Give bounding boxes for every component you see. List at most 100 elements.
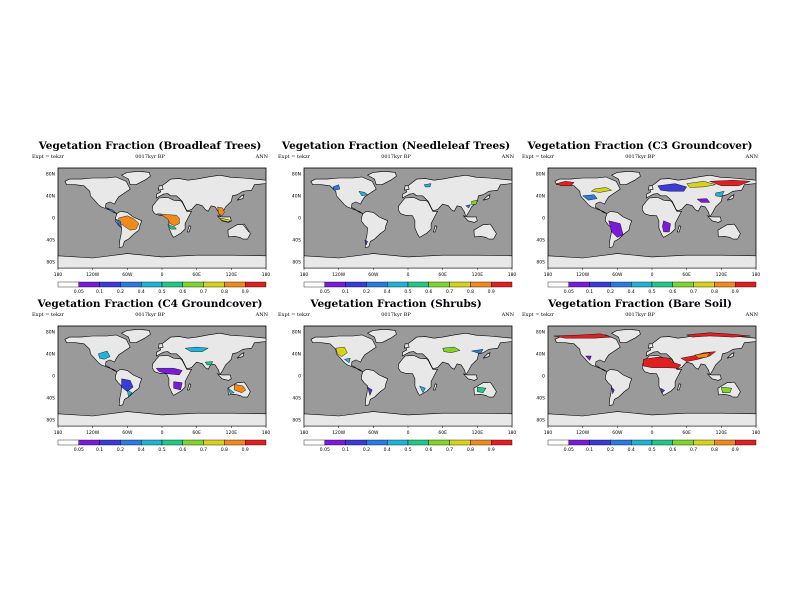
colorbar-swatch	[407, 281, 429, 288]
colorbar-tick-label: 0.9	[242, 447, 249, 453]
land-samerica	[360, 210, 389, 248]
x-tick-label: 0	[161, 272, 164, 278]
y-tick-label: 80N	[292, 172, 301, 178]
colorbar-swatch	[568, 281, 590, 288]
colorbar-tick-label: 0.2	[607, 447, 614, 453]
x-tick-label: 0	[407, 430, 410, 436]
colorbar-swatch	[630, 281, 653, 288]
colorbar-swatch	[78, 439, 100, 446]
fraction-patch	[332, 184, 341, 191]
colorbar-swatch	[490, 281, 513, 288]
colorbar-tick-label: 0.8	[711, 447, 718, 453]
y-tick-label: 0	[52, 216, 55, 222]
x-tick-label: 120W	[86, 430, 100, 436]
colorbar-swatch	[714, 439, 736, 446]
colorbar-tick-label: 0.9	[488, 447, 495, 453]
x-tick-label: 120E	[472, 272, 484, 278]
y-tick-label: 40S	[292, 238, 301, 244]
land-madagascar	[676, 383, 682, 391]
fraction-patch	[217, 206, 225, 217]
land-greenland	[366, 328, 397, 344]
x-tick-label: 180	[54, 430, 63, 436]
colorbar-swatch	[182, 281, 204, 288]
x-tick-label: 180	[752, 272, 760, 278]
x-tick-label: 120E	[472, 430, 484, 436]
x-tick-label: 60W	[122, 272, 133, 278]
fraction-patch	[611, 386, 615, 395]
y-tick-label: 40S	[46, 238, 55, 244]
land-uk	[404, 343, 410, 349]
y-tick-label: 80N	[536, 330, 545, 336]
land-greenland	[610, 170, 641, 186]
colorbar-tick-label: 0.6	[669, 447, 676, 453]
colorbar-tick-label: 0.5	[648, 447, 655, 453]
colorbar-swatch	[244, 281, 267, 288]
colorbar-swatch	[303, 439, 325, 446]
season-label: ANN	[255, 312, 268, 318]
panel-title: Vegetation Fraction (C3 Groundcover)	[527, 140, 753, 152]
colorbar-swatch	[203, 439, 225, 446]
x-tick-label: 120W	[576, 272, 590, 278]
x-tick-label: 180	[508, 272, 516, 278]
colorbar-swatch	[651, 439, 673, 446]
fraction-patch	[155, 368, 183, 376]
colorbar-swatch	[224, 281, 246, 288]
colorbar-swatch	[99, 281, 121, 288]
y-tick-label: 40N	[536, 194, 545, 200]
x-tick-label: 120W	[576, 430, 590, 436]
fraction-patch	[423, 183, 432, 188]
x-tick-label: 180	[508, 430, 516, 436]
period-label: 0017kyr BP	[381, 312, 411, 318]
land-madagascar	[186, 383, 192, 391]
colorbar-swatch	[99, 439, 121, 446]
colorbar-tick-label: 0.05	[74, 447, 84, 453]
x-tick-label: 120E	[226, 430, 238, 436]
colorbar-swatch	[470, 439, 492, 446]
x-tick-label: 120E	[226, 272, 238, 278]
panel-title: Vegetation Fraction (Bare Soil)	[548, 298, 732, 310]
panel-title: Vegetation Fraction (Needleleaf Trees)	[281, 140, 511, 152]
colorbar-tick-label: 0.1	[96, 447, 103, 453]
colorbar-tick-label: 0.6	[425, 447, 432, 453]
fraction-patch	[709, 179, 751, 186]
colorbar-swatch	[693, 281, 715, 288]
x-tick-label: 180	[54, 272, 63, 278]
land-greenland	[610, 328, 641, 344]
colorbar-tick-label: 0.4	[138, 289, 145, 295]
x-tick-label: 180	[262, 430, 270, 436]
fraction-patch	[553, 333, 612, 339]
colorbar-tick-label: 0.8	[467, 289, 474, 295]
colorbar-swatch	[161, 281, 183, 288]
colorbar-tick-label: 0.6	[179, 289, 186, 295]
colorbar: 0.05 0.1 0.2 0.4 0.5 0.6 0.7 0.8 0.9	[57, 439, 267, 453]
y-tick-label: 40N	[292, 194, 301, 200]
panel-title: Vegetation Fraction (Broadleaf Trees)	[38, 140, 262, 152]
colorbar-swatch	[428, 439, 450, 446]
colorbar-swatch	[714, 281, 736, 288]
colorbar-swatch	[449, 439, 471, 446]
expt-label: Expt = tekzr	[278, 312, 311, 318]
colorbar-tick-label: 0.5	[404, 447, 411, 453]
land-australia	[473, 223, 497, 240]
colorbar-tick-label: 0.5	[648, 289, 655, 295]
colorbar-swatch	[672, 281, 694, 288]
season-label: ANN	[501, 312, 514, 318]
world-map: 180 120W 60W 0 60E 120E 180 80N 40N 0 40S 80S	[292, 167, 516, 278]
colorbar-swatch	[407, 439, 429, 446]
land-australia	[227, 223, 251, 240]
land-seasia	[706, 373, 722, 381]
x-tick-label: 60W	[612, 272, 623, 278]
colorbar-swatch	[78, 281, 100, 288]
map-panel-broadleaf: Vegetation Fraction (Broadleaf Trees) Exp…	[30, 140, 270, 315]
colorbar-swatch	[428, 281, 450, 288]
fraction-patch	[590, 187, 613, 193]
fraction-patch	[127, 389, 133, 398]
colorbar-tick-label: 0.1	[96, 289, 103, 295]
colorbar-swatch	[630, 439, 653, 446]
land-uk	[648, 343, 654, 349]
fraction-patch	[660, 387, 666, 394]
fraction-patch	[121, 378, 134, 392]
land-japan	[726, 352, 735, 359]
x-tick-label: 120W	[332, 430, 346, 436]
fraction-patch	[471, 349, 484, 355]
